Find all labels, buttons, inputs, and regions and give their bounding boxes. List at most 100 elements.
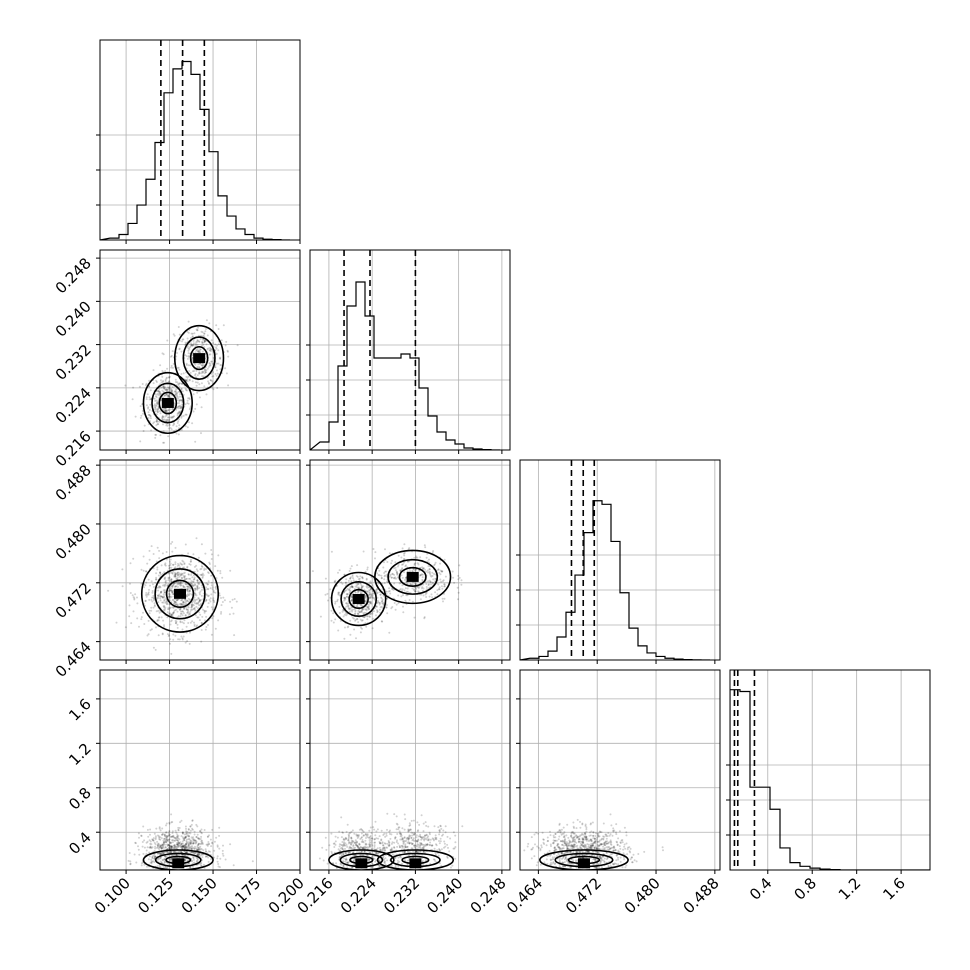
sample-point xyxy=(358,834,360,837)
sample-point xyxy=(205,582,208,585)
sample-point xyxy=(160,837,163,840)
sample-point xyxy=(181,559,184,562)
sample-point xyxy=(319,615,322,618)
sample-point xyxy=(201,340,204,343)
sample-point xyxy=(435,844,438,847)
sample-point xyxy=(341,848,344,851)
sample-point xyxy=(152,839,155,842)
sample-point xyxy=(405,839,408,842)
sample-point xyxy=(358,851,361,854)
sample-point xyxy=(396,572,399,575)
sample-point xyxy=(423,617,426,620)
sample-point xyxy=(148,549,151,552)
sample-point xyxy=(217,619,220,622)
sample-point xyxy=(361,836,363,839)
sample-point xyxy=(202,863,205,866)
sample-point xyxy=(142,825,145,828)
sample-point xyxy=(415,588,418,590)
sample-point xyxy=(359,846,362,849)
sample-point xyxy=(342,865,345,867)
sample-point xyxy=(180,577,183,580)
sample-point xyxy=(165,600,168,603)
panel-1-0 xyxy=(96,249,301,454)
sample-point xyxy=(160,847,163,850)
sample-point xyxy=(386,846,389,849)
sample-point xyxy=(210,845,213,848)
sample-point xyxy=(400,556,403,559)
sample-point xyxy=(410,836,413,839)
sample-point xyxy=(348,841,351,844)
sample-point xyxy=(592,831,595,834)
sample-point xyxy=(364,608,367,611)
sample-point xyxy=(603,861,606,864)
sample-point xyxy=(154,433,157,436)
sample-point xyxy=(214,591,217,594)
sample-point xyxy=(145,595,148,598)
sample-point xyxy=(369,601,372,604)
sample-point xyxy=(416,821,419,824)
sample-point xyxy=(182,845,185,848)
sample-point xyxy=(366,846,369,849)
sample-point xyxy=(549,859,552,862)
sample-point xyxy=(179,602,182,605)
sample-point xyxy=(161,827,164,830)
sample-point xyxy=(159,844,162,847)
sample-point xyxy=(425,556,428,559)
sample-point xyxy=(406,594,409,597)
sample-point xyxy=(207,594,210,597)
sample-point xyxy=(178,575,181,578)
sample-point xyxy=(170,859,173,862)
sample-point xyxy=(160,616,163,619)
sample-point xyxy=(180,388,183,391)
sample-point xyxy=(422,846,425,849)
sample-point xyxy=(439,840,442,843)
sample-point xyxy=(422,583,425,586)
sample-point xyxy=(133,853,136,856)
sample-point xyxy=(195,857,198,860)
sample-point xyxy=(146,865,148,868)
sample-point xyxy=(185,846,187,849)
sample-point xyxy=(200,828,203,831)
sample-point xyxy=(517,840,519,842)
sample-point xyxy=(151,600,154,603)
sample-point xyxy=(217,343,220,346)
sample-point xyxy=(173,847,175,849)
sample-point xyxy=(210,584,213,587)
sample-point xyxy=(164,576,167,579)
sample-point xyxy=(180,846,183,848)
sample-point xyxy=(380,597,383,600)
sample-point xyxy=(181,842,184,845)
sample-point xyxy=(190,859,193,862)
sample-point xyxy=(192,841,195,844)
sample-point xyxy=(202,343,205,346)
sample-point xyxy=(161,858,164,861)
sample-point xyxy=(195,564,198,567)
sample-point xyxy=(176,843,179,846)
sample-point xyxy=(347,604,350,607)
sample-point xyxy=(404,846,407,849)
sample-point xyxy=(176,585,179,588)
sample-point xyxy=(179,581,182,584)
sample-point xyxy=(211,608,214,611)
sample-point xyxy=(368,586,371,589)
sample-point xyxy=(617,837,620,840)
sample-point xyxy=(156,408,159,411)
sample-point xyxy=(443,585,446,588)
sample-point xyxy=(376,847,379,850)
sample-point xyxy=(187,835,190,838)
sample-point xyxy=(189,621,192,624)
sample-point xyxy=(192,842,195,845)
sample-point xyxy=(188,590,191,592)
sample-point xyxy=(179,582,182,585)
sample-point xyxy=(173,854,176,857)
sample-point xyxy=(416,830,419,833)
sample-point xyxy=(561,843,564,846)
sample-point xyxy=(351,829,354,832)
sample-point xyxy=(163,578,166,581)
sample-point xyxy=(192,578,195,581)
sample-point xyxy=(177,412,180,415)
sample-point xyxy=(178,603,181,606)
sample-point xyxy=(166,838,169,841)
sample-point xyxy=(400,838,403,841)
sample-point xyxy=(160,386,163,389)
